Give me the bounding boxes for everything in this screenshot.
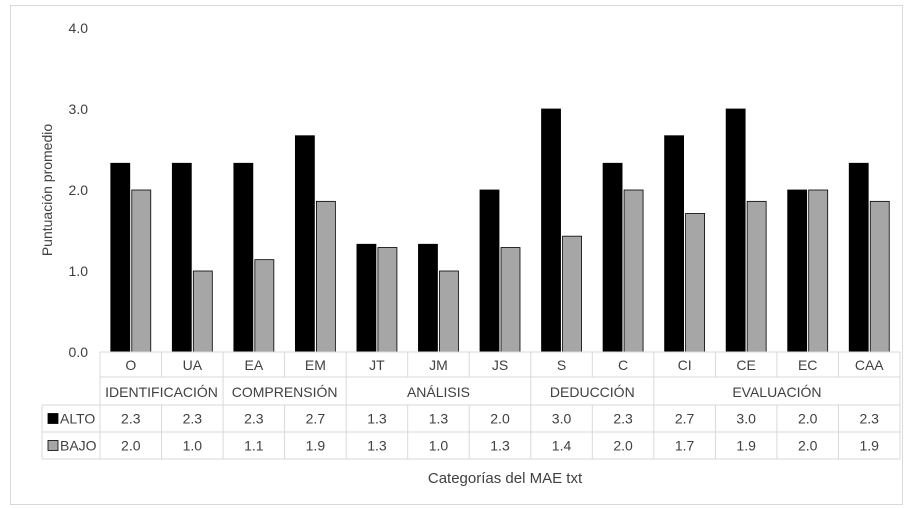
bar-bajo <box>131 189 152 353</box>
data-label: 2.3 <box>613 411 633 427</box>
bar-bajo <box>685 213 706 353</box>
x-tick-label: CI <box>678 357 692 373</box>
bar-bajo <box>377 247 398 353</box>
bar-alto <box>233 162 254 353</box>
y-axis-title: Puntuación promedio <box>39 124 55 257</box>
x-tick-label: O <box>125 357 136 373</box>
bar-bajo <box>500 247 521 353</box>
bar-bajo <box>439 270 459 353</box>
bar-bajo <box>808 189 829 353</box>
data-label: 2.3 <box>244 411 264 427</box>
data-label: 1.9 <box>859 438 879 454</box>
bar-alto <box>664 135 685 353</box>
legend-label-alto: ALTO <box>60 411 95 427</box>
data-label: 2.0 <box>798 438 818 454</box>
x-tick-label: CE <box>736 357 755 373</box>
axes: 0.0 1.0 2.0 3.0 4.0 <box>69 20 89 360</box>
x-tick-label: JM <box>429 357 448 373</box>
bar-alto <box>418 243 438 353</box>
data-label: 1.7 <box>675 438 695 454</box>
legend-label-bajo: BAJO <box>60 438 97 454</box>
data-label: 1.9 <box>306 438 326 454</box>
x-tick-label: EC <box>798 357 817 373</box>
data-label: 1.3 <box>367 411 387 427</box>
data-label: 3.0 <box>552 411 572 427</box>
legend-key-alto <box>47 413 59 424</box>
group-label: DEDUCCIÓN <box>550 384 635 400</box>
data-label: 2.0 <box>613 438 633 454</box>
x-tick-label: C <box>618 357 628 373</box>
x-tick-label: JS <box>492 357 508 373</box>
bar-bajo <box>562 235 582 353</box>
data-label: 2.7 <box>306 411 326 427</box>
bar-bajo <box>254 259 275 353</box>
data-label: 1.0 <box>429 438 449 454</box>
group-label: COMPRENSIÓN <box>232 384 338 400</box>
bar-alto <box>541 108 561 353</box>
x-tick-label: UA <box>183 357 203 373</box>
data-label: 1.3 <box>429 411 449 427</box>
bar-alto <box>110 162 131 353</box>
data-label: 1.1 <box>244 438 264 454</box>
chart-frame <box>10 5 903 505</box>
y-tick-label: 4.0 <box>69 20 89 36</box>
data-label: 1.3 <box>367 438 387 454</box>
x-tick-label: EA <box>245 357 264 373</box>
x-tick-label: CAA <box>855 357 884 373</box>
bar-alto <box>602 162 623 353</box>
bar-alto <box>787 189 808 353</box>
bar-alto <box>356 243 377 353</box>
bar-bajo <box>623 189 644 353</box>
group-label: ANÁLISIS <box>407 384 470 400</box>
y-tick-label: 1.0 <box>69 263 89 279</box>
data-label: 2.3 <box>121 411 141 427</box>
x-tick-label: JT <box>369 357 385 373</box>
bar-bajo <box>315 200 336 353</box>
data-label: 2.0 <box>798 411 818 427</box>
x-axis-title: Categorías del MAE txt <box>428 470 583 487</box>
group-label: IDENTIFICACIÓN <box>105 384 218 400</box>
bar-alto <box>171 162 192 353</box>
bar-alto <box>848 162 869 353</box>
data-label: 2.3 <box>183 411 203 427</box>
data-label: 2.7 <box>675 411 695 427</box>
bar-bajo <box>192 270 213 353</box>
data-label: 2.0 <box>490 411 510 427</box>
bars <box>110 108 890 353</box>
bar-alto <box>725 108 746 353</box>
legend-key-bajo <box>47 440 59 451</box>
group-label: EVALUACIÓN <box>732 384 821 400</box>
data-label: 1.3 <box>490 438 510 454</box>
y-tick-label: 0.0 <box>69 344 89 360</box>
data-label: 2.0 <box>121 438 141 454</box>
x-tick-label: EM <box>305 357 326 373</box>
x-tick-label: S <box>557 357 566 373</box>
bar-alto <box>294 135 315 353</box>
y-tick-label: 2.0 <box>69 182 89 198</box>
bar-alto <box>479 189 500 353</box>
data-label: 3.0 <box>736 411 756 427</box>
bar-bajo <box>869 200 890 353</box>
data-table: O UA EA EM JT JM JS S C CI CE EC CAA IDENTIFICACIÓN CO… <box>41 351 901 460</box>
data-label: 1.0 <box>183 438 203 454</box>
data-label: 1.9 <box>736 438 756 454</box>
bar-bajo <box>746 200 767 353</box>
y-tick-label: 3.0 <box>69 101 89 117</box>
data-label: 1.4 <box>552 438 572 454</box>
data-label: 2.3 <box>859 411 879 427</box>
